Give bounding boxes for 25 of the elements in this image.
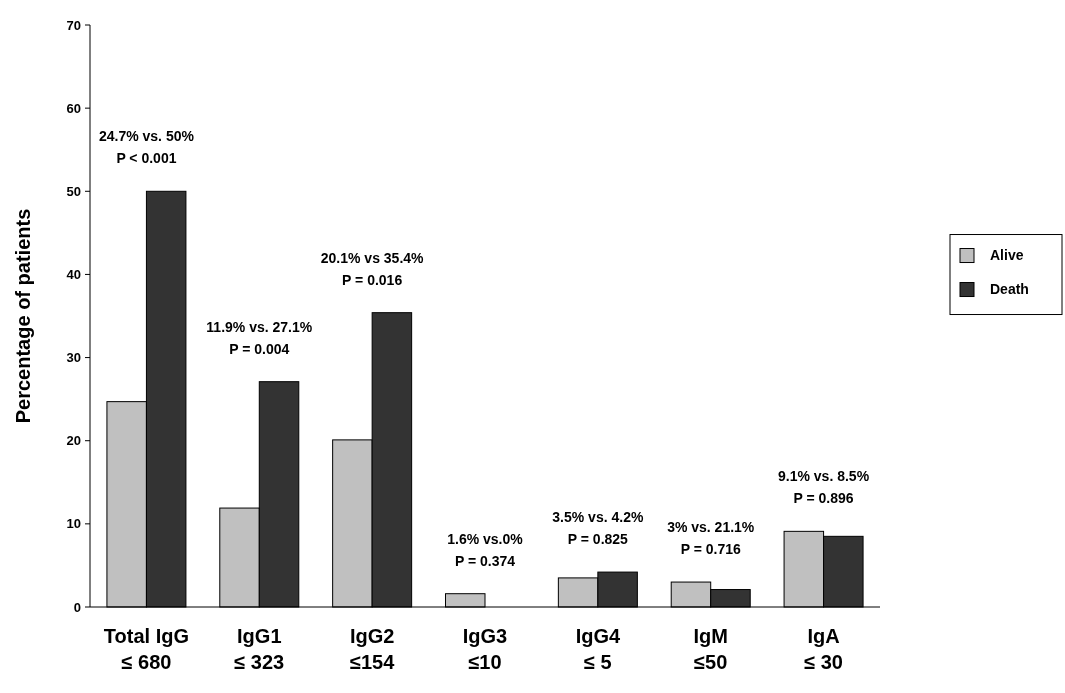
- x-tick-label: Total IgG ≤ 680: [103, 625, 190, 673]
- annotation: 11.9% vs. 27.1% P = 0.004: [206, 318, 313, 357]
- y-tick-label: 0: [73, 599, 81, 615]
- x-tick-label: IgG4 ≤ 5: [575, 625, 621, 673]
- legend-label: Death: [990, 281, 1029, 298]
- annotation: 9.1% vs. 8.5% P = 0.896: [778, 468, 870, 507]
- y-axis-title: Percentage of patients: [12, 208, 34, 424]
- x-tick-label: IgM ≤50: [693, 625, 728, 673]
- y-tick-label: 40: [66, 266, 81, 282]
- y-tick-label: 30: [66, 350, 81, 366]
- annotation: 20.1% vs 35.4% P = 0.016: [320, 249, 425, 288]
- y-tick-label: 50: [66, 183, 81, 199]
- annotation: 1.6% vs.0% P = 0.374: [447, 530, 524, 569]
- y-tick-label: 10: [66, 516, 81, 532]
- y-tick-label: 70: [66, 17, 81, 33]
- y-tick-label: 60: [66, 100, 81, 116]
- x-tick-label: IgG2 ≤154: [349, 625, 396, 673]
- annotation: 3% vs. 21.1% P = 0.716: [667, 519, 755, 558]
- y-tick-label: 20: [66, 433, 81, 449]
- x-tick-label: IgA ≤ 30: [804, 625, 843, 673]
- legend-label: Alive: [990, 247, 1024, 264]
- annotation: 3.5% vs. 4.2% P = 0.825: [552, 509, 644, 548]
- annotation: 24.7% vs. 50% P < 0.001: [98, 128, 195, 167]
- x-tick-label: IgG3 ≤10: [462, 625, 508, 673]
- x-tick-label: IgG1 ≤ 323: [234, 625, 285, 673]
